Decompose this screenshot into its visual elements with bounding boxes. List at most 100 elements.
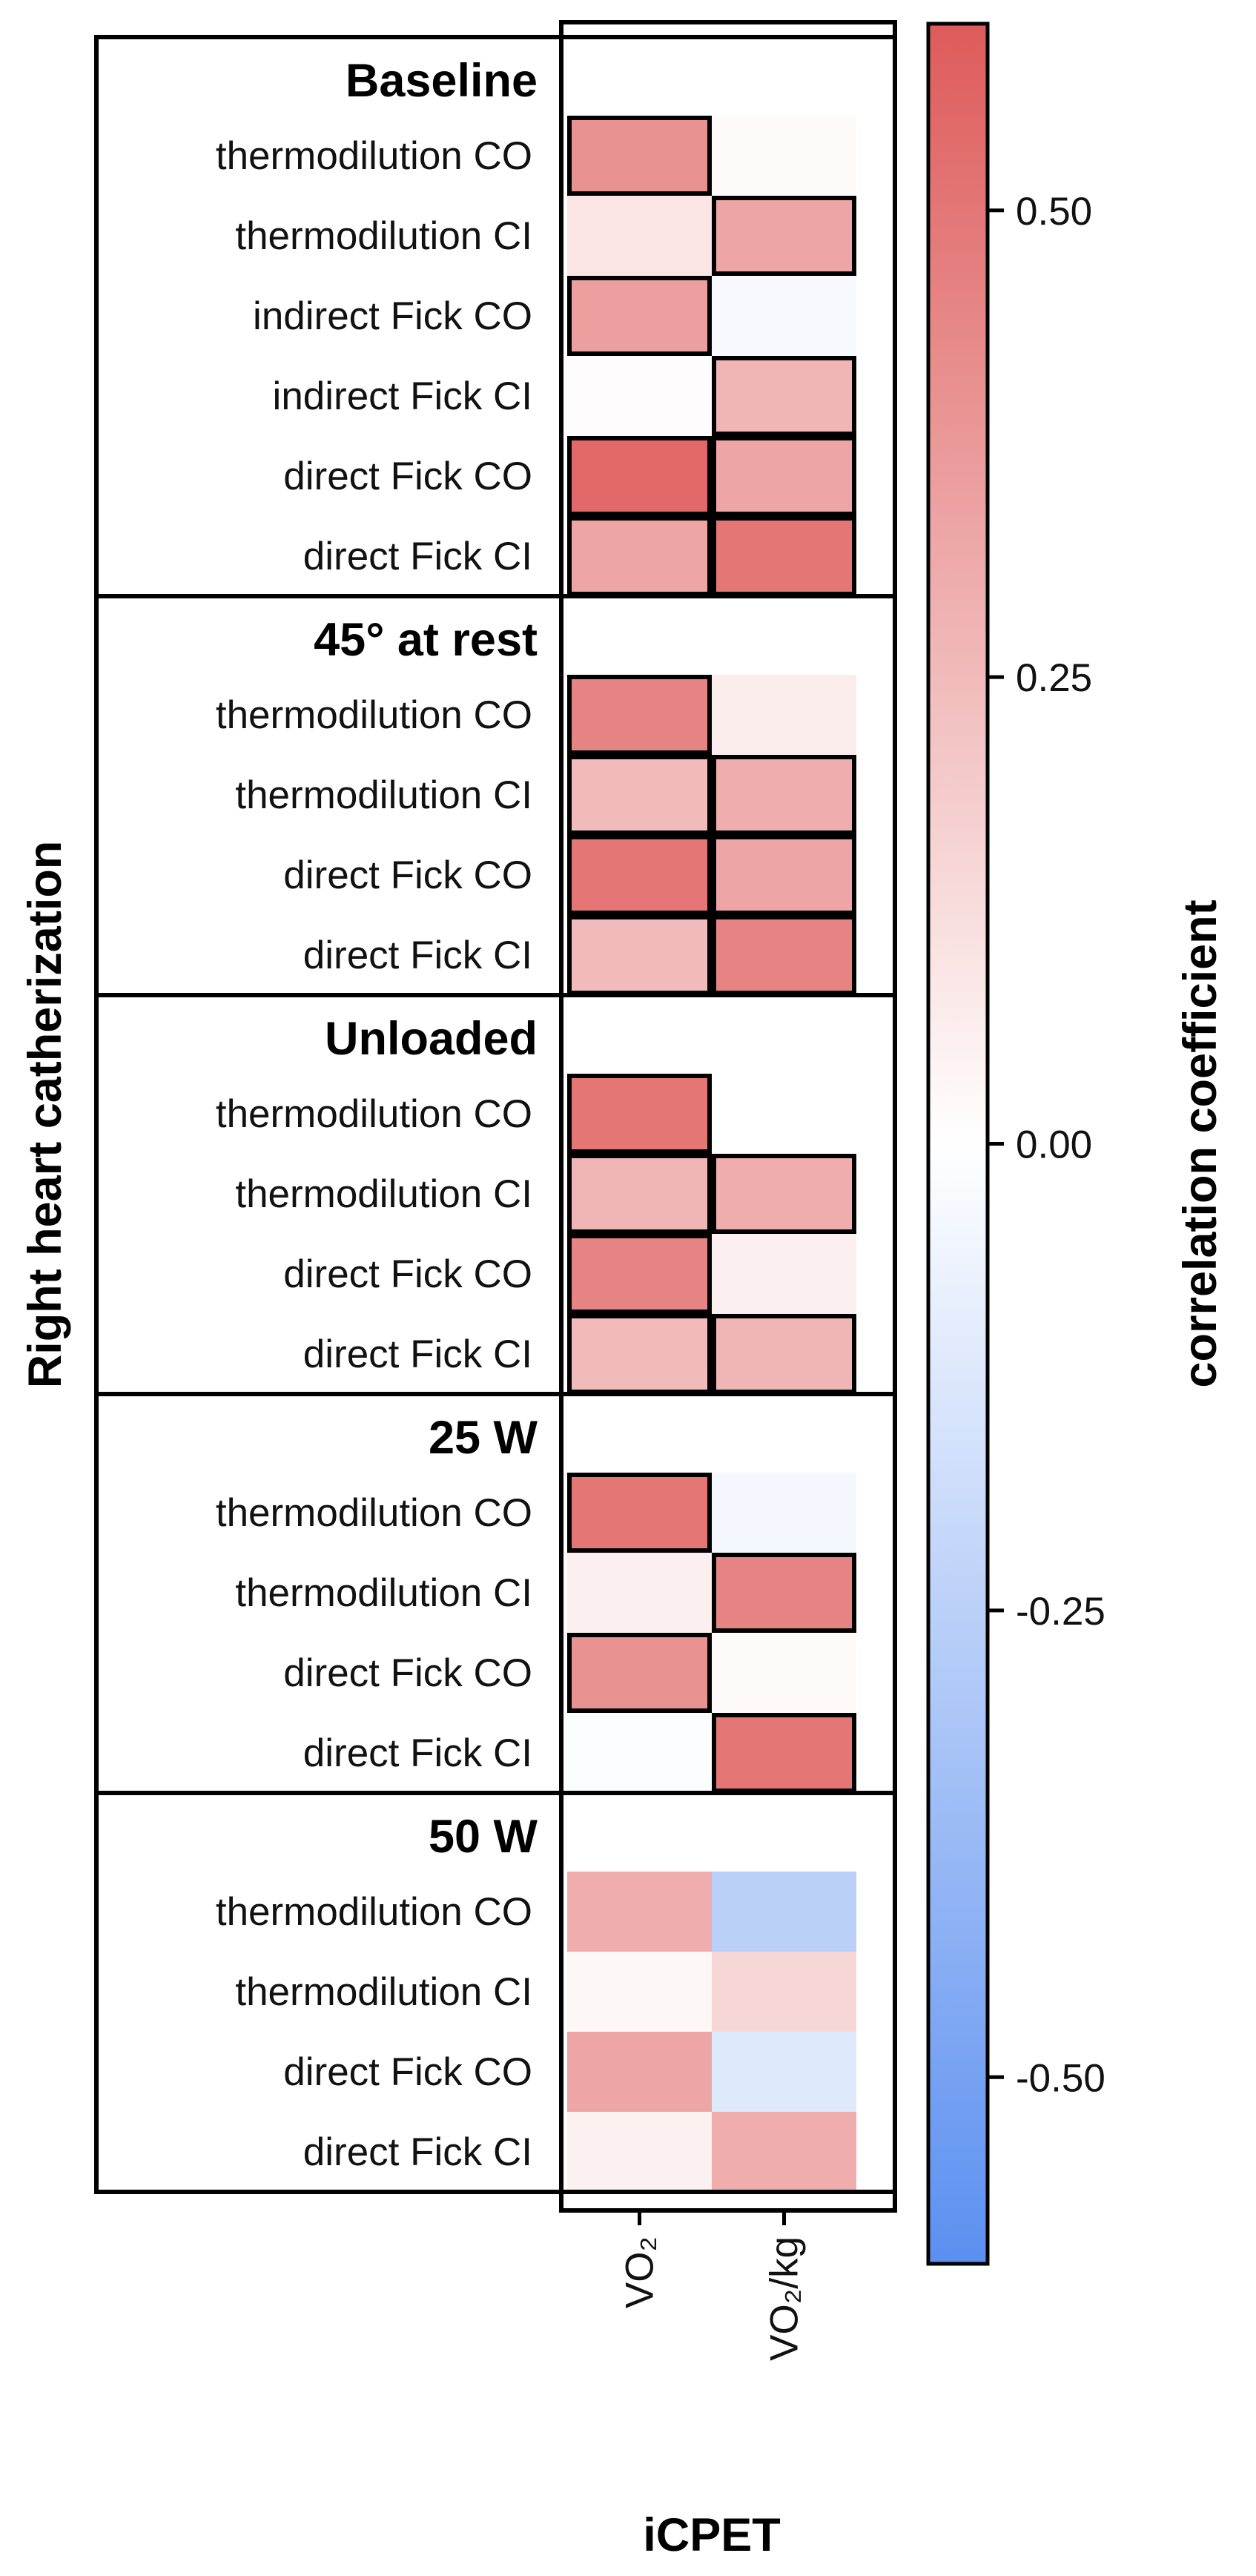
- row-label: direct Fick CI: [303, 1332, 532, 1376]
- colorbar-tick-label: 0.50: [1016, 190, 1092, 234]
- row-label: thermodilution CI: [235, 1571, 532, 1615]
- row-label: thermodilution CI: [235, 1970, 532, 2014]
- significance-outline: [567, 835, 712, 915]
- heatmap-cell: [567, 2112, 712, 2192]
- heatmap-cell: [712, 1553, 856, 1633]
- significance-outline: [567, 675, 712, 755]
- column-frame: [559, 20, 897, 2213]
- heatmap-cell: [567, 915, 712, 995]
- heatmap-cell: [567, 1314, 712, 1394]
- column-label: VO₂/kg: [763, 2236, 807, 2361]
- significance-outline: [567, 116, 712, 196]
- significance-outlines: [567, 116, 856, 1793]
- heatmap-cell: [567, 1154, 712, 1234]
- heatmap-cell: [567, 276, 712, 356]
- colorbar-tick-label: 0.00: [1016, 1123, 1092, 1167]
- row-label: direct Fick CO: [283, 2050, 532, 2094]
- row-label: indirect Fick CO: [253, 294, 532, 338]
- significance-outline: [712, 196, 856, 276]
- significance-outline: [712, 755, 856, 835]
- heatmap-cell: [567, 1473, 712, 1553]
- heatmap-cell: [712, 2032, 856, 2112]
- heatmap-cell: [712, 1952, 856, 2032]
- significance-outline: [712, 436, 856, 516]
- row-label: thermodilution CO: [216, 134, 532, 178]
- significance-outline: [712, 356, 856, 436]
- row-label: direct Fick CO: [283, 455, 532, 498]
- heatmap-cell: [712, 1713, 856, 1793]
- heatmap-cell: [567, 1713, 712, 1793]
- row-label: thermodilution CI: [235, 1172, 532, 1216]
- heatmap-cells: [567, 116, 856, 2192]
- significance-outline: [567, 1234, 712, 1314]
- heatmap-cell: [712, 2112, 856, 2192]
- heatmap-cell: [567, 1952, 712, 2032]
- row-label: thermodilution CO: [216, 693, 532, 737]
- heatmap-cell: [712, 1633, 856, 1713]
- row-label: thermodilution CO: [216, 1092, 532, 1136]
- significance-outline: [712, 835, 856, 915]
- group-title: 50 W: [429, 1811, 538, 1863]
- row-label: thermodilution CO: [216, 1890, 532, 1934]
- significance-outline: [712, 1154, 856, 1234]
- heatmap-cell: [567, 116, 712, 196]
- heatmap-cell: [712, 276, 856, 356]
- group-title: Baseline: [346, 55, 538, 107]
- heatmap-cell: [712, 516, 856, 596]
- heatmap-cell: [712, 1234, 856, 1314]
- row-label: thermodilution CI: [235, 773, 532, 817]
- colorbar-gradient: [926, 22, 990, 2266]
- colorbar: 0.50 0.25 0.00 -0.25 -0.50: [926, 22, 1105, 2266]
- row-label: direct Fick CO: [283, 1252, 532, 1296]
- row-labels: Baseline thermodilution CO thermodilution …: [216, 55, 807, 2361]
- significance-outline: [567, 1074, 712, 1154]
- heatmap-cell: [712, 116, 856, 196]
- heatmap-cell: [712, 1872, 856, 1952]
- group-title: Unloaded: [325, 1013, 538, 1065]
- heatmap-cell: [567, 1553, 712, 1633]
- significance-outline: [567, 276, 712, 356]
- group-title: 45° at rest: [314, 614, 538, 666]
- heatmap-cell: [567, 196, 712, 276]
- significance-outline: [567, 1473, 712, 1553]
- column-label: VO₂: [618, 2236, 662, 2308]
- row-label: indirect Fick CI: [273, 374, 532, 418]
- heatmap-cell: [567, 755, 712, 835]
- heatmap-cell: [712, 755, 856, 835]
- row-label: direct Fick CI: [303, 535, 532, 578]
- row-label: direct Fick CO: [283, 1651, 532, 1695]
- heatmap-cell: [712, 835, 856, 915]
- significance-outline: [567, 1633, 712, 1713]
- heatmap-cell: [712, 196, 856, 276]
- y-axis-title: Right heart catherization: [19, 841, 71, 1389]
- heatmap-cell: [567, 1234, 712, 1314]
- row-label: direct Fick CO: [283, 853, 532, 897]
- row-label: direct Fick CI: [303, 934, 532, 977]
- heatmap-cell: [712, 1314, 856, 1394]
- row-label: thermodilution CO: [216, 1491, 532, 1535]
- row-label: thermodilution CI: [235, 214, 532, 258]
- heatmap-cell: [567, 835, 712, 915]
- colorbar-tick-label: -0.25: [1016, 1590, 1105, 1634]
- row-label: direct Fick CI: [303, 1731, 532, 1775]
- colorbar-tick-label: -0.50: [1016, 2056, 1105, 2100]
- heatmap-cell: [712, 1074, 856, 1154]
- heatmap-cell: [712, 1473, 856, 1553]
- significance-outline: [567, 1154, 712, 1234]
- heatmap-cell: [567, 1074, 712, 1154]
- significance-outline: [567, 755, 712, 835]
- heatmap-cell: [567, 436, 712, 516]
- x-axis-title: iCPET: [643, 2509, 781, 2561]
- heatmap-cell: [567, 675, 712, 755]
- significance-outline: [712, 1553, 856, 1633]
- heatmap-cell: [567, 1872, 712, 1952]
- heatmap-cell: [567, 1633, 712, 1713]
- heatmap-cell: [712, 675, 856, 755]
- colorbar-tick-label: 0.25: [1016, 656, 1092, 700]
- heatmap-cell: [567, 2032, 712, 2112]
- group-frames: [94, 20, 897, 2225]
- heatmap-cell: [567, 516, 712, 596]
- heatmap-cell: [712, 356, 856, 436]
- row-label: direct Fick CI: [303, 2130, 532, 2174]
